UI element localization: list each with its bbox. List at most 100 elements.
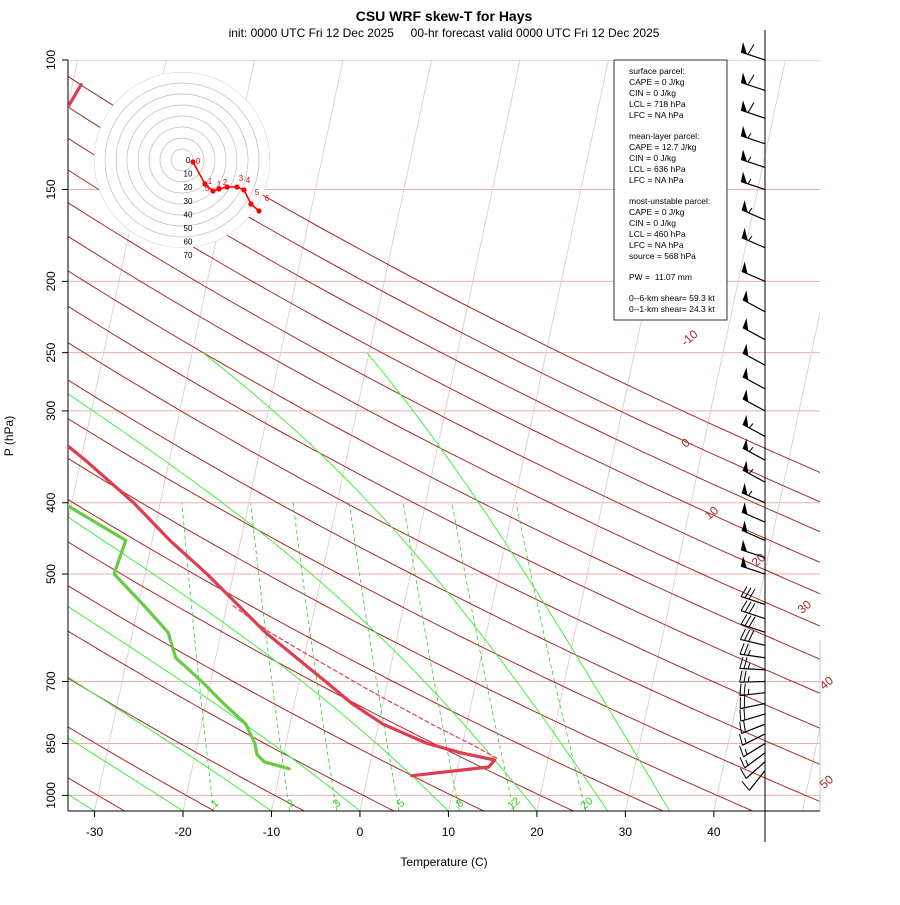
x-axis-label: Temperature (C): [400, 855, 487, 869]
moist-adiabat: [366, 352, 671, 811]
hodograph-point-label: 3: [239, 174, 244, 183]
mixing-ratio-line: [402, 502, 460, 811]
hodograph-ring-label: 50: [184, 224, 193, 233]
dry-adiabat: [68, 235, 820, 627]
wind-barb-shaft: [741, 270, 766, 282]
wind-barb-half-feather: [747, 132, 752, 139]
p-tick-label: 300: [44, 401, 58, 421]
wind-barb-shaft: [745, 761, 766, 779]
wind-barb-pennant: [741, 125, 747, 138]
x-tick-label: -30: [86, 825, 104, 839]
p-tick-label: 700: [44, 671, 58, 691]
wind-barb-half-feather: [748, 235, 753, 241]
x-tick-label: 10: [442, 825, 456, 839]
wind-barb-pennant: [741, 171, 747, 184]
wind-barb-feather: [748, 616, 756, 628]
hodograph-point: [224, 184, 230, 190]
wind-barb-half-feather: [748, 446, 754, 452]
p-tick-label: 400: [44, 492, 58, 512]
info-mean-4: LFC = NA hPa: [629, 175, 684, 185]
dry-adiabat: [68, 379, 820, 765]
wind-barb-shaft: [740, 158, 766, 169]
wind-barb: [740, 556, 766, 575]
wind-barb-pennant: [742, 414, 749, 428]
wind-barb-pennant: [742, 460, 749, 474]
wind-barb-half-feather: [748, 468, 754, 474]
wind-barb: [739, 628, 766, 646]
wind-barb-feather: [743, 696, 746, 708]
wind-barb: [741, 227, 766, 249]
dry-adiabat: [68, 137, 820, 533]
wind-barb-shaft: [740, 565, 766, 575]
wind-barb-feather: [747, 44, 755, 55]
wind-barb-shaft: [740, 51, 766, 61]
wind-barb-feather: [739, 745, 744, 757]
svg-text:mean-layer parcel: CAP: mean-layer parcel: CAPE = 12.7 J/kg CIN …: [629, 131, 702, 185]
wind-barb: [739, 752, 766, 769]
hodograph-ring-label: 10: [184, 170, 193, 179]
wind-barb-pennant: [742, 290, 749, 303]
dry-adiabat: [68, 202, 820, 595]
wind-barb-pennant: [741, 149, 747, 162]
wind-barb-shaft: [742, 398, 766, 412]
wind-barb: [740, 42, 766, 61]
hodograph-point: [234, 184, 240, 190]
wind-barb: [740, 614, 766, 633]
wind-barb-feather: [739, 709, 742, 722]
wind-barb-shaft: [740, 549, 766, 559]
dry-adiabat: [68, 726, 215, 811]
temperature-line: [68, 83, 497, 778]
dry-adiabat: [68, 585, 484, 811]
hodograph-point-label: .5: [203, 184, 210, 193]
wind-barb: [740, 586, 766, 606]
hodograph-ring: [148, 126, 216, 194]
wind-barb-feather: [739, 657, 744, 669]
wind-barb-feather: [739, 721, 742, 734]
wind-barb: [741, 520, 766, 541]
hodograph-point: [248, 201, 254, 207]
wind-barb-shaft: [739, 653, 766, 659]
isotherm-line: [182, 60, 344, 811]
wind-barb-feather: [743, 720, 746, 732]
wind-barb-half-feather: [748, 207, 753, 214]
wind-barb: [740, 72, 766, 92]
mixing-ratio-line: [292, 502, 338, 811]
wind-barb: [739, 670, 766, 683]
wind-barb: [740, 171, 766, 191]
hodograph-point: [210, 188, 216, 194]
wind-barb-feather: [739, 696, 741, 709]
hodograph-point: [216, 186, 222, 192]
hodograph-point: [241, 187, 247, 193]
hodograph-ring: [126, 104, 238, 216]
moist-adiabat: [68, 605, 361, 811]
wind-barb: [742, 290, 766, 313]
info-surface-0: surface parcel:: [629, 66, 685, 76]
wind-barb-feather: [739, 683, 742, 696]
wind-barb-feather: [739, 733, 743, 746]
info-surface-1: CAPE = 0 J/kg: [629, 77, 685, 87]
wind-barb-feather: [743, 643, 749, 655]
svg-text:surface parcel: CAPE =: surface parcel: CAPE = 0 J/kg CIN = 0 J/…: [629, 66, 688, 120]
sounding-profiles: [68, 83, 498, 778]
wind-barb-feather: [744, 601, 752, 613]
p-tick-label: 1000: [44, 782, 58, 809]
wind-barb-feather: [739, 756, 746, 769]
moist-adiabat: [68, 737, 184, 811]
mixing-ratio-line: [250, 502, 290, 811]
wind-barb: [742, 438, 766, 461]
wind-barb-column: [739, 42, 766, 791]
wind-barb-shaft: [740, 81, 766, 92]
chart-subtitle: init: 0000 UTC Fri 12 Dec 2025 00-hr for…: [229, 26, 660, 40]
wind-barb-half-feather: [747, 156, 752, 163]
p-tick-label: 150: [44, 179, 58, 199]
isotherm-line: [624, 60, 786, 811]
svg-text:0--6-km shear= 59.3 kt: 0--6-km shear= 59.3 kt 0--1-km shear= 24…: [629, 293, 717, 314]
info-surface-4: LFC = NA hPa: [629, 110, 684, 120]
svg-text:most-unstable parcel:: most-unstable parcel: CAPE = 0 J/kg CIN …: [629, 196, 713, 261]
hodograph-ring-label: 20: [184, 183, 193, 192]
dry-adiabat: [68, 342, 820, 729]
wind-barb-shaft: [742, 733, 766, 746]
wind-barb-feather: [747, 74, 755, 86]
dry-adiabat: [68, 418, 820, 803]
wind-barb-feather: [739, 768, 747, 779]
